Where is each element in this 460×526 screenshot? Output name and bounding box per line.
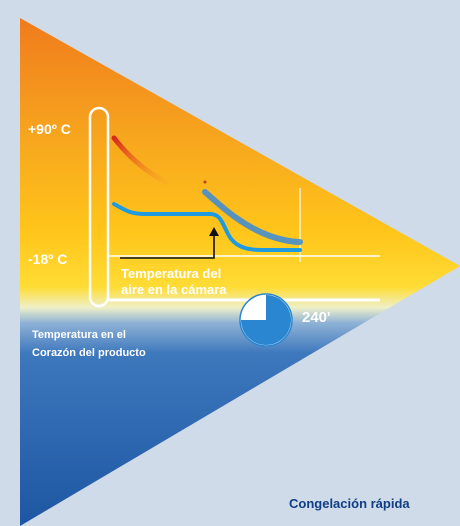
temperature-scale-tube <box>88 106 110 308</box>
core-temperature-hot-curve <box>111 135 168 185</box>
triangle-background <box>20 18 460 526</box>
clock-icon <box>239 293 293 347</box>
temp-high-label: +90º C <box>28 121 71 137</box>
air-curve-arrow <box>120 234 215 259</box>
air-temperature-label-line2: aire en la cámara <box>121 282 227 297</box>
caption: Congelación rápida <box>289 496 410 511</box>
core-temperature-label-line1: Temperatura en el <box>32 329 126 341</box>
air-temperature-label-line1: Temperatura del <box>121 266 221 281</box>
temp-low-label: -18º C <box>28 251 67 267</box>
arrowhead-icon <box>209 227 219 236</box>
air-temperature-curve <box>112 202 302 252</box>
time-240-label: 240' <box>302 309 331 326</box>
core-temperature-label-line2: Corazón del producto <box>32 347 146 359</box>
data-dot <box>203 180 207 184</box>
core-temperature-curve <box>202 189 303 245</box>
